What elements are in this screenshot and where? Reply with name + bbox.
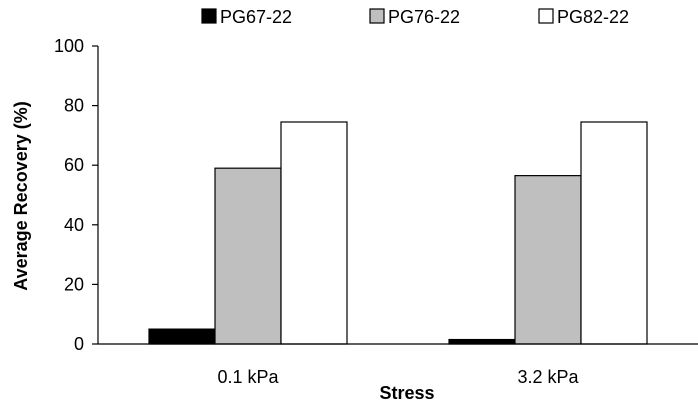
bars	[148, 121, 648, 345]
bar-pg67-22-1	[448, 338, 516, 345]
y-tick-label: 40	[64, 215, 84, 235]
bar-pg76-22-1	[514, 175, 582, 345]
bar-pg67-22-0	[148, 328, 216, 345]
bar-pg82-22-1	[580, 121, 648, 345]
y-tick-label: 0	[74, 334, 84, 354]
y-tick-label: 80	[64, 96, 84, 116]
y-axis-title: Average Recovery (%)	[11, 101, 31, 290]
x-category-label: 0.1 kPa	[217, 367, 279, 387]
y-tick-label: 60	[64, 155, 84, 175]
legend: PG67-22 PG76-22 PG82-22	[201, 7, 629, 27]
legend-label: PG76-22	[388, 7, 460, 27]
y-tick-label: 20	[64, 274, 84, 294]
y-tick-label: 100	[54, 36, 84, 56]
legend-swatch	[369, 8, 385, 24]
x-axis: 0.1 kPa 3.2 kPa	[98, 343, 698, 387]
legend-label: PG67-22	[220, 7, 292, 27]
x-category-label: 3.2 kPa	[517, 367, 579, 387]
legend-swatch	[201, 8, 217, 24]
y-axis: 0 20 40 60 80 100	[54, 36, 99, 354]
legend-label: PG82-22	[557, 7, 629, 27]
x-axis-title: Stress	[379, 383, 434, 403]
bar-pg76-22-0	[214, 167, 282, 345]
bar-pg82-22-0	[280, 121, 348, 345]
legend-swatch	[538, 8, 554, 24]
